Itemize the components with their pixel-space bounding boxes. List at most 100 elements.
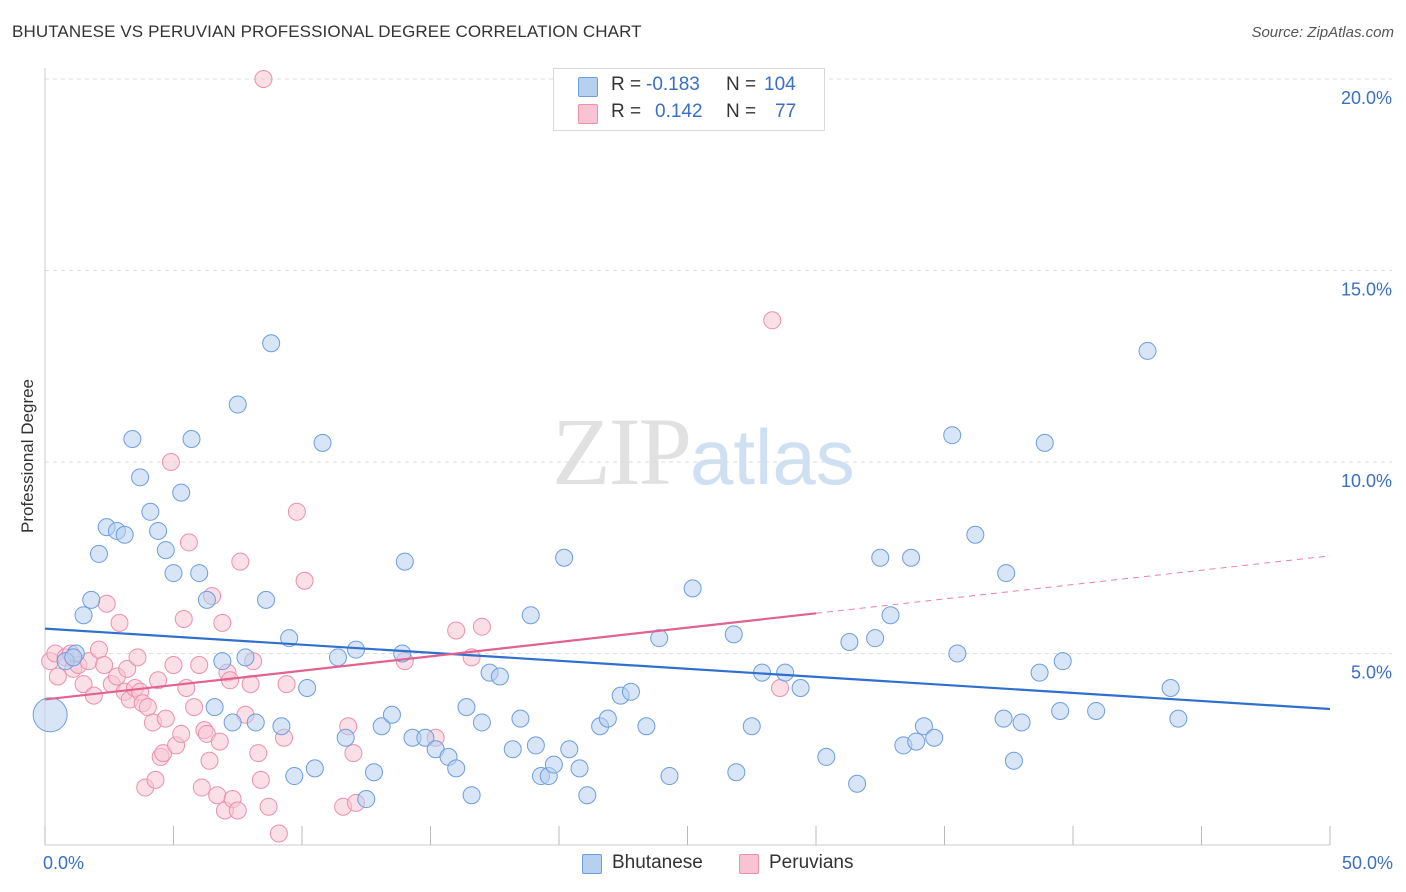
bhutanese-point — [914, 717, 933, 736]
bhutanese-point — [742, 717, 761, 736]
bhutanese-point — [382, 705, 401, 724]
peruvian-point — [74, 675, 93, 694]
bhutanese-point — [280, 629, 299, 648]
bhutanese-point — [791, 678, 810, 697]
bhutanese-point — [943, 426, 962, 445]
correlation-legend: R = -0.183 N = 104 R = 0.142 N = 77 — [553, 68, 825, 131]
bhutanese-point — [305, 759, 324, 778]
peruvian-point — [190, 655, 209, 674]
trend-lines — [44, 555, 1331, 711]
bhutanese-point — [1053, 652, 1072, 671]
bhutanese-point — [115, 525, 134, 544]
bhutanese-point — [472, 713, 491, 732]
peruvians-points — [41, 70, 790, 843]
bhutanese-point — [346, 640, 365, 659]
peruvian-point — [172, 724, 191, 743]
bhutanese-point — [776, 663, 795, 682]
legend-n-label: N = — [726, 74, 757, 95]
peruvian-point — [128, 648, 147, 667]
bhutanese-point — [64, 648, 83, 667]
bhutanese-point — [1035, 433, 1054, 452]
bhutanese-point — [462, 786, 481, 805]
bhutanese-point — [866, 629, 885, 648]
bhutanese-point — [994, 709, 1013, 728]
peruvian-point — [185, 698, 204, 717]
bhutanese-point — [190, 564, 209, 583]
bhutanese-point — [555, 548, 574, 567]
bhutanese-legend-swatch — [582, 854, 602, 874]
peruvian-point — [48, 667, 67, 686]
bhutanese-point — [123, 430, 142, 449]
bhutanese-point — [966, 525, 985, 544]
legend-n-value: 77 — [775, 101, 797, 122]
bhutanese-point — [578, 786, 597, 805]
bhutanese-point — [313, 433, 332, 452]
bhutanese-point — [727, 763, 746, 782]
peruvian-point — [447, 621, 466, 640]
bhutanese-point — [948, 644, 967, 663]
peruvian-point — [174, 610, 193, 629]
peruvian-point — [295, 571, 314, 590]
bhutanese-point — [82, 590, 101, 609]
y-tick-label: 20.0% — [1341, 88, 1392, 108]
bhutanese-swatch — [578, 77, 598, 97]
peruvian-point — [344, 744, 363, 763]
bhutanese-point — [228, 395, 247, 414]
peruvian-point — [95, 655, 114, 674]
bhutanese-point — [925, 728, 944, 747]
bhutanese-legend-label: Bhutanese — [612, 852, 703, 873]
bhutanese-point — [131, 468, 150, 487]
bhutanese-point — [172, 483, 191, 502]
peruvian-trend-extension — [815, 555, 1331, 614]
bhutanese-trend-line — [44, 627, 1331, 711]
bhutanese-point — [262, 334, 281, 353]
peruvian-point — [200, 751, 219, 770]
peruvian-point — [97, 594, 116, 613]
x-tick-label-max: 50.0% — [1342, 853, 1393, 873]
watermark-zip: ZIP — [552, 398, 692, 505]
peruvian-point — [110, 613, 129, 632]
bhutanese-point — [372, 717, 391, 736]
bhutanese-point — [521, 606, 540, 625]
bhutanese-point — [907, 732, 926, 751]
bhutanese-point — [223, 713, 242, 732]
peruvian-point — [192, 778, 211, 797]
bhutanese-point — [272, 717, 291, 736]
peruvian-point — [146, 770, 165, 789]
legend-n-label: N = — [726, 101, 757, 122]
peruvians-legend-label: Peruvians — [769, 852, 854, 873]
bhutanese-point — [32, 697, 68, 733]
bhutanese-point — [817, 747, 836, 766]
bhutanese-point — [182, 430, 201, 449]
peruvian-point — [213, 613, 232, 632]
bhutanese-point — [393, 644, 412, 663]
bhutanese-point — [364, 763, 383, 782]
bhutanese-point — [149, 521, 168, 540]
bhutanese-point — [1087, 701, 1106, 720]
peruvians-swatch — [578, 104, 598, 124]
bhutanese-point — [447, 759, 466, 778]
bhutanese-point — [213, 652, 232, 671]
bhutanese-point — [457, 698, 476, 717]
bhutanese-point — [141, 502, 160, 521]
bhutanese-point — [1138, 341, 1157, 360]
bhutanese-point — [1004, 751, 1023, 770]
x-tick-label-min: 0.0% — [43, 853, 84, 873]
bhutanese-point — [236, 648, 255, 667]
peruvian-point — [208, 786, 227, 805]
peruvian-point — [287, 502, 306, 521]
bhutanese-point — [1012, 713, 1031, 732]
bhutanese-point — [336, 728, 355, 747]
peruvian-point — [156, 709, 175, 728]
bhutanese-point — [660, 767, 679, 786]
bhutanese-point — [526, 736, 545, 755]
peruvian-point — [259, 797, 278, 816]
peruvian-point — [771, 678, 790, 697]
axis-labels: 5.0% 10.0% 15.0% 20.0% 0.0% 50.0% Professional… — [18, 88, 1393, 873]
bhutanese-point — [637, 717, 656, 736]
bhutanese-point — [598, 709, 617, 728]
bhutanese-point — [164, 564, 183, 583]
peruvian-point — [118, 659, 137, 678]
legend-r-label: R = — [611, 101, 642, 122]
